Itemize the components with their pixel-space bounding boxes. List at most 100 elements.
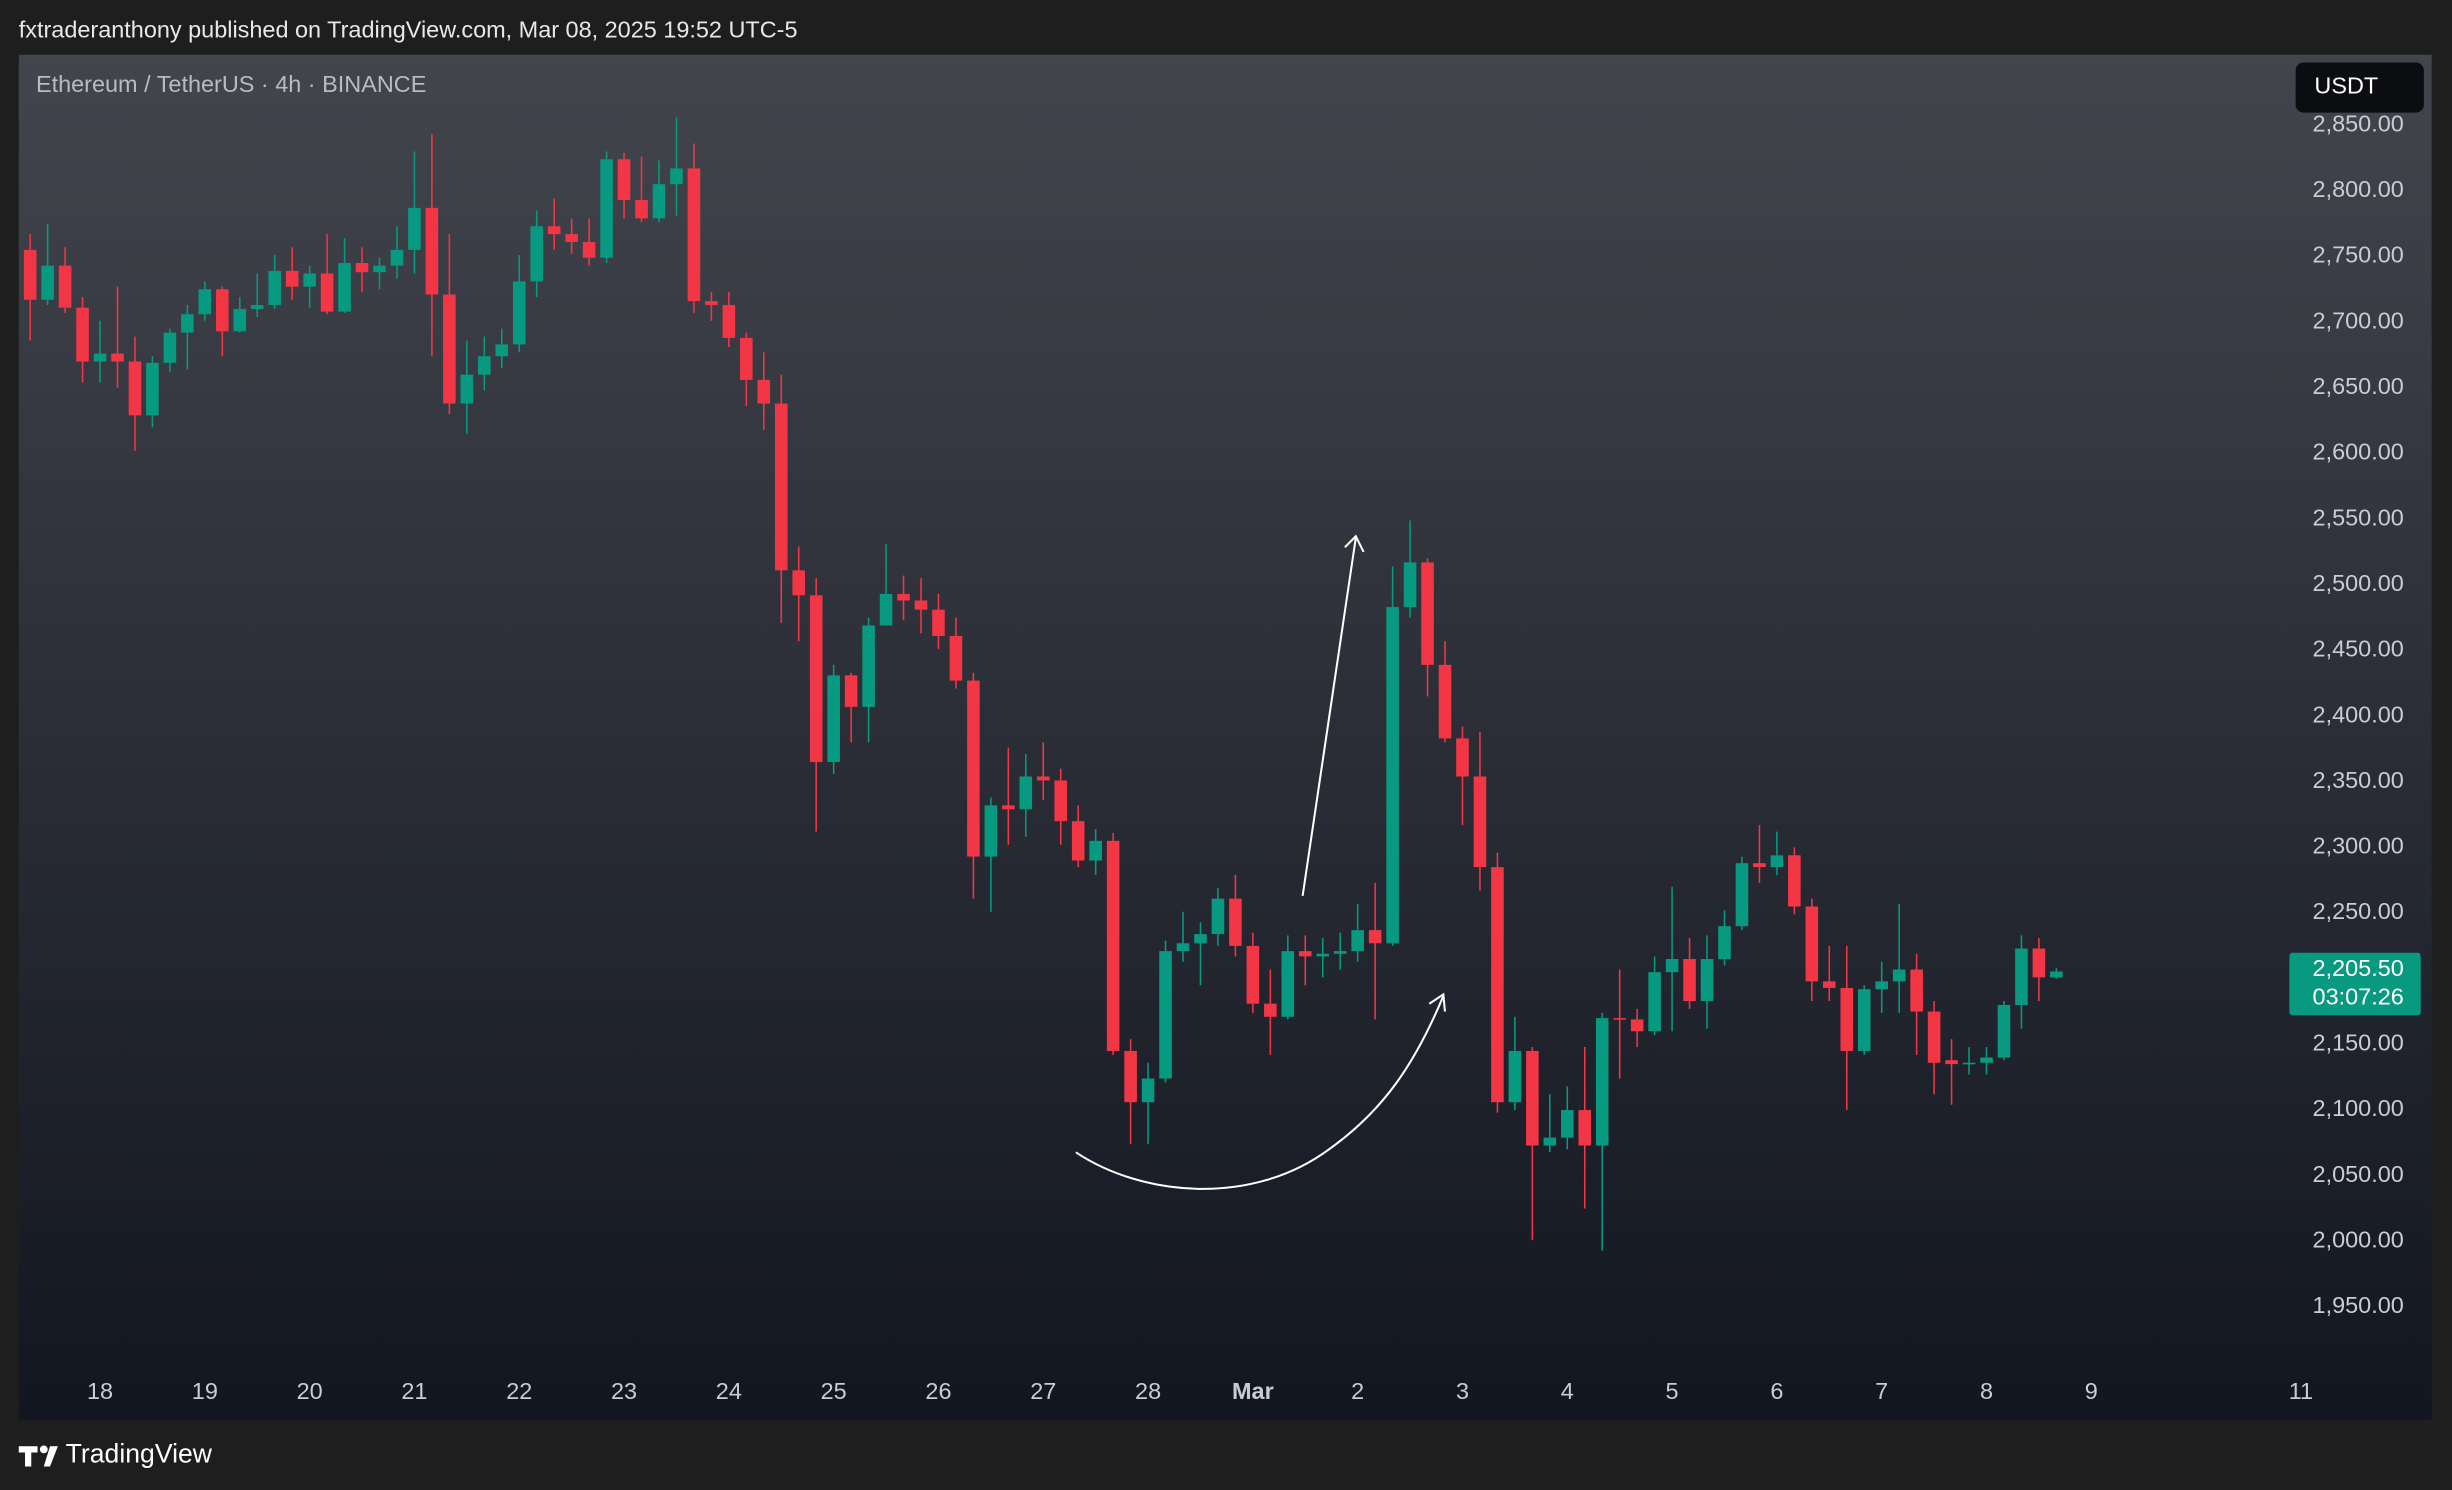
- logo-mark: [39, 1445, 48, 1454]
- x-tick-label: 2: [1351, 1378, 1364, 1404]
- candle-body: [1543, 1137, 1557, 1146]
- last-price-box: [2289, 952, 2421, 1016]
- candle-body: [932, 609, 945, 636]
- candle-body: [1927, 1011, 1941, 1063]
- candle-body: [635, 199, 648, 219]
- x-tick-label: 26: [925, 1378, 951, 1404]
- x-tick-label: 6: [1770, 1378, 1783, 1404]
- x-tick-label: 3: [1456, 1378, 1469, 1404]
- candle-body: [809, 595, 823, 763]
- candle-body: [1438, 664, 1452, 739]
- candle-body: [390, 249, 404, 266]
- candle-body: [198, 289, 212, 315]
- candle-body: [1875, 981, 1888, 990]
- candle-body: [495, 344, 509, 357]
- arrow-head: [1428, 992, 1446, 1012]
- candle-body: [233, 308, 247, 332]
- logo-mark: [43, 1446, 58, 1467]
- candle-body: [2050, 971, 2063, 978]
- x-tick-label: 25: [821, 1378, 847, 1404]
- candle-body: [1141, 1078, 1155, 1103]
- candle-body: [1945, 1060, 1958, 1065]
- candle-body: [23, 249, 37, 300]
- candle-body: [1036, 776, 1050, 781]
- candle-body: [1211, 898, 1225, 935]
- candle-body: [1753, 863, 1766, 868]
- arrow-line: [1301, 537, 1357, 897]
- candle-body: [478, 356, 491, 375]
- candle-body: [1665, 959, 1679, 973]
- candle-body: [844, 675, 858, 707]
- candle-body: [146, 362, 159, 416]
- candle-body: [774, 403, 788, 571]
- candle-body: [1613, 1018, 1626, 1020]
- candle-body: [1264, 1003, 1277, 1017]
- candle-body: [181, 314, 194, 333]
- candle-body: [1176, 943, 1190, 952]
- annotations: [1075, 534, 1446, 1190]
- candle-body: [1526, 1050, 1539, 1146]
- candle-body: [1159, 951, 1172, 1079]
- y-axis: 1,950.00 2,000.00 2,050.00 2,100.00 2,150.00…: [2313, 110, 2404, 1318]
- x-tick-label: 24: [716, 1378, 742, 1404]
- currency-button[interactable]: [2295, 62, 2424, 113]
- candle-body: [1718, 926, 1731, 960]
- candle-body: [1630, 1019, 1644, 1032]
- arrow-head: [1344, 534, 1365, 553]
- y-tick-label: 2,400.00: [2313, 701, 2404, 727]
- candle-body: [303, 273, 316, 287]
- x-tick-label: 19: [192, 1378, 218, 1404]
- candle-body: [1491, 867, 1504, 1103]
- candle-body: [1386, 607, 1399, 944]
- candle-body: [1456, 738, 1469, 777]
- candle-body: [547, 226, 561, 235]
- candle-body: [792, 570, 806, 596]
- y-tick-label: 2,150.00: [2313, 1030, 2404, 1056]
- candle-body: [1473, 776, 1487, 868]
- candle-body: [1735, 863, 1749, 927]
- candle-body: [1770, 855, 1784, 868]
- candle-body: [373, 265, 386, 273]
- candle-body: [1962, 1062, 1976, 1065]
- candle-body: [41, 265, 54, 300]
- candle-body: [1788, 855, 1801, 907]
- x-tick-label: 18: [87, 1378, 113, 1404]
- candle-body: [1281, 951, 1295, 1017]
- y-tick-label: 2,500.00: [2313, 570, 2404, 596]
- x-axis: 18 19 20 21 22 23 24 25 26 27 28 Mar 2 3 4 5 6 7 8 9 11: [87, 1378, 2313, 1404]
- candle-body: [93, 353, 107, 362]
- candle-body: [1892, 969, 1906, 982]
- candle-body: [1106, 840, 1120, 1051]
- candle-body: [1019, 776, 1033, 810]
- y-tick-label: 2,700.00: [2313, 307, 2404, 333]
- candle-body: [1857, 989, 1871, 1051]
- y-tick-label: 2,550.00: [2313, 504, 2404, 530]
- y-tick-label: 2,050.00: [2313, 1161, 2404, 1187]
- candle-body: [425, 207, 439, 295]
- x-tick-label: 23: [611, 1378, 637, 1404]
- candle-body: [1054, 780, 1068, 822]
- candle-body: [163, 332, 177, 363]
- candle-body: [1071, 821, 1085, 861]
- candle-body: [1700, 959, 1714, 1002]
- candle-body: [600, 159, 613, 258]
- candle-body: [1823, 981, 1836, 988]
- candle-body: [722, 305, 736, 338]
- candle-body: [740, 337, 753, 380]
- y-tick-label: 2,850.00: [2313, 110, 2404, 136]
- last-price-label: 2,205.50: [2313, 955, 2404, 981]
- x-tick-label: 5: [1666, 1378, 1679, 1404]
- footer-brand: TradingView: [66, 1439, 213, 1469]
- candle-body: [216, 289, 229, 332]
- y-tick-label: 2,600.00: [2313, 439, 2404, 465]
- candle-body: [1124, 1050, 1137, 1103]
- candle-body: [879, 593, 893, 626]
- logo-mark: [18, 1446, 38, 1467]
- candle-body: [1246, 945, 1260, 1004]
- x-tick-label: 9: [2085, 1378, 2098, 1404]
- candle-body: [1194, 934, 1207, 944]
- candle-body: [530, 226, 543, 282]
- x-tick-label: 7: [1875, 1378, 1888, 1404]
